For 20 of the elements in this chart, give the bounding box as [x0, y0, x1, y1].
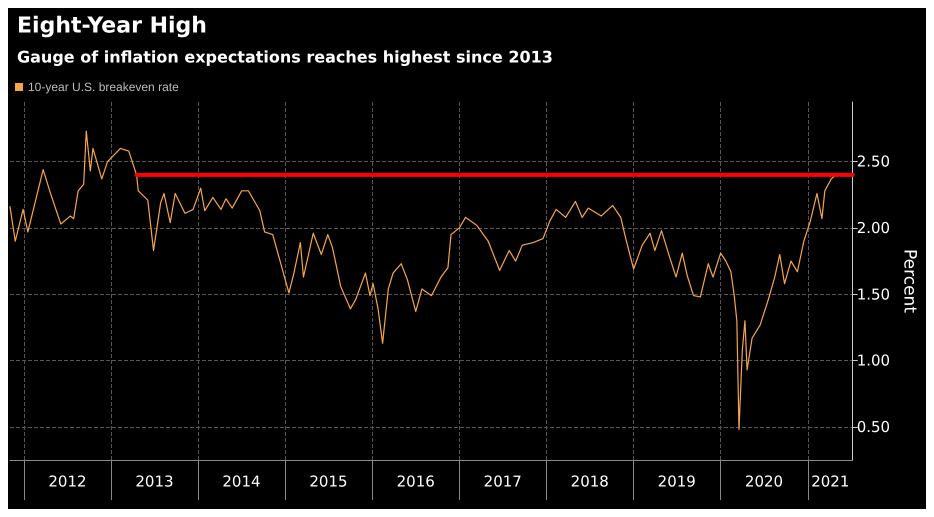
- chart-title: Eight-Year High: [17, 14, 207, 38]
- x-tick-label: 2019: [658, 472, 696, 490]
- x-tick-label: 2013: [135, 472, 174, 490]
- y-axis-title: Percent: [900, 249, 920, 314]
- x-tick-label: 2014: [222, 472, 261, 490]
- x-tick-label: 2020: [744, 472, 784, 490]
- y-tick-label: 2.50: [856, 152, 890, 171]
- x-tick-label: 2012: [48, 472, 87, 490]
- x-tick-label: 2021: [811, 472, 850, 490]
- y-tick-label: 0.50: [856, 418, 890, 436]
- x-tick-label: 2016: [396, 472, 435, 490]
- x-tick-label: 2017: [484, 472, 522, 490]
- chart-subtitle: Gauge of inflation expectations reaches highest since 2013: [17, 48, 553, 66]
- x-tick-label: 2015: [309, 472, 348, 490]
- y-tick-label: 1.00: [856, 352, 890, 370]
- x-tick-label: 2018: [570, 472, 609, 490]
- y-tick-label: 2.00: [856, 218, 890, 237]
- y-tick-label: 1.50: [856, 285, 890, 304]
- legend-label: 10-year U.S. breakeven rate: [28, 80, 180, 94]
- line-series: [9, 130, 835, 430]
